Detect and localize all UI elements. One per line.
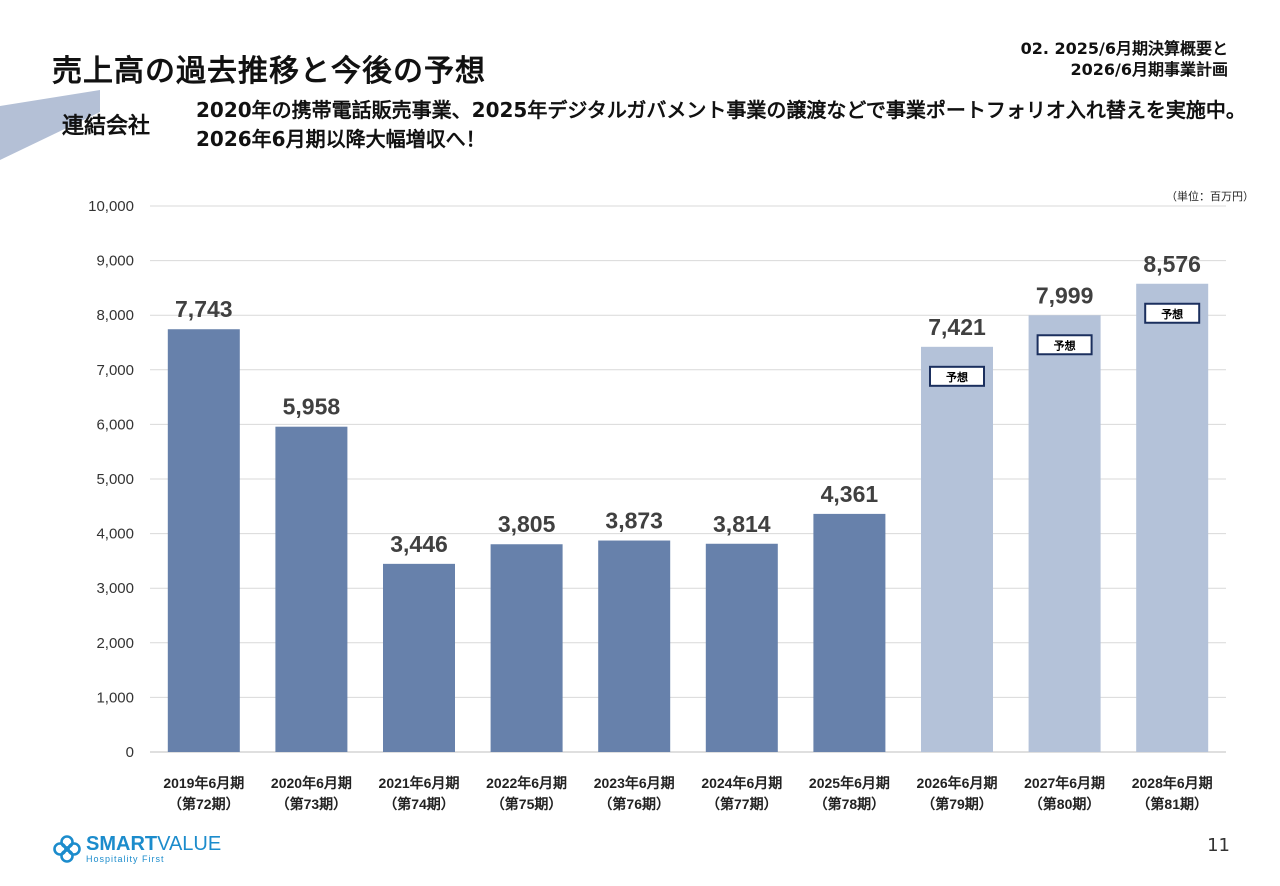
logo-name-bold: SMART bbox=[86, 833, 158, 855]
headline-text: 2020年の携帯電話販売事業、2025年デジタルガバメント事業の譲渡などで事業ポ… bbox=[196, 98, 1246, 151]
section-tag-line2: 2026/6月期事業計画 bbox=[1070, 60, 1228, 79]
y-tick-label: 3,000 bbox=[96, 580, 134, 597]
x-tick-sublabel: （第73期） bbox=[276, 796, 348, 812]
x-tick-sublabel: （第78期） bbox=[814, 796, 886, 812]
forecast-badge-label: 予想 bbox=[1054, 338, 1076, 352]
x-tick-sublabel: （第80期） bbox=[1029, 796, 1101, 812]
y-tick-label: 4,000 bbox=[96, 526, 134, 543]
data-label: 3,873 bbox=[605, 508, 663, 534]
x-tick-sublabel: （第74期） bbox=[383, 796, 455, 812]
y-tick-label: 2,000 bbox=[96, 635, 134, 652]
data-label: 3,814 bbox=[713, 511, 771, 537]
bar bbox=[1028, 315, 1101, 752]
x-tick-sublabel: （第76期） bbox=[598, 796, 670, 812]
data-label: 5,958 bbox=[283, 394, 341, 420]
data-label: 4,361 bbox=[821, 481, 879, 507]
y-tick-label: 10,000 bbox=[88, 198, 134, 215]
data-label: 3,805 bbox=[498, 511, 556, 537]
x-tick-label: 2021年6月期 bbox=[379, 775, 460, 791]
entity-label: 連結会社 bbox=[62, 114, 151, 139]
data-label: 7,999 bbox=[1036, 282, 1094, 308]
x-tick-sublabel: （第75期） bbox=[491, 796, 563, 812]
bar bbox=[275, 426, 348, 752]
y-tick-label: 9,000 bbox=[96, 253, 134, 270]
bar bbox=[813, 513, 886, 752]
data-label: 8,576 bbox=[1143, 251, 1201, 277]
forecast-badge-label: 予想 bbox=[1161, 307, 1183, 321]
y-tick-label: 1,000 bbox=[96, 689, 134, 706]
x-tick-label: 2028年6月期 bbox=[1132, 775, 1213, 791]
forecast-badge bbox=[1036, 334, 1093, 356]
data-label: 3,446 bbox=[390, 531, 448, 557]
logo-name-rest: VALUE bbox=[157, 833, 222, 855]
y-tick-label: 6,000 bbox=[96, 416, 134, 433]
x-tick-label: 2020年6月期 bbox=[271, 775, 352, 791]
bar bbox=[167, 329, 240, 752]
bar bbox=[383, 563, 455, 752]
x-tick-label: 2024年6月期 bbox=[701, 775, 782, 791]
x-tick-sublabel: （第81期） bbox=[1136, 796, 1208, 812]
forecast-badge-label: 予想 bbox=[946, 370, 968, 384]
section-tag: 02. 2025/6月期決算概要と 2026/6月期事業計画 bbox=[1021, 38, 1228, 80]
y-tick-label: 7,000 bbox=[96, 362, 134, 379]
forecast-badge bbox=[1144, 302, 1201, 324]
bar bbox=[598, 540, 671, 752]
unit-label: （単位：百万円） bbox=[1166, 190, 1254, 203]
x-tick-sublabel: （第72期） bbox=[168, 796, 240, 812]
revenue-bar-chart: 0 1,000 2,000 3,000 4,000 5,000 6,000 7,000 8,00… bbox=[88, 198, 1226, 812]
page-title: 売上高の過去推移と今後の予想 bbox=[52, 54, 486, 89]
y-tick-label: 5,000 bbox=[96, 471, 134, 488]
bar bbox=[490, 544, 563, 752]
x-tick-label: 2025年6月期 bbox=[809, 775, 890, 791]
section-tag-line1: 02. 2025/6月期決算概要と bbox=[1020, 39, 1228, 58]
data-label: 7,743 bbox=[175, 296, 233, 322]
decorative-stripe bbox=[0, 90, 100, 160]
logo-name: SMARTVALUE bbox=[86, 834, 221, 854]
bar bbox=[921, 346, 993, 752]
x-tick-sublabel: （第77期） bbox=[706, 796, 778, 812]
x-tick-sublabel: （第79期） bbox=[921, 796, 993, 812]
page-number: 11 bbox=[1207, 835, 1230, 856]
x-tick-label: 2027年6月期 bbox=[1024, 775, 1105, 791]
data-label: 7,421 bbox=[928, 314, 986, 340]
y-tick-label: 8,000 bbox=[96, 307, 134, 324]
x-tick-label: 2019年6月期 bbox=[163, 775, 244, 791]
logo-tagline: Hospitality First bbox=[86, 854, 165, 864]
bar bbox=[1136, 283, 1209, 752]
x-tick-label: 2022年6月期 bbox=[486, 775, 567, 791]
forecast-badge bbox=[929, 365, 985, 387]
x-tick-label: 2026年6月期 bbox=[917, 775, 998, 791]
y-tick-label: 0 bbox=[126, 744, 134, 761]
logo-mark-icon bbox=[53, 835, 81, 863]
bar bbox=[705, 543, 778, 752]
x-tick-label: 2023年6月期 bbox=[594, 775, 675, 791]
company-logo: SMARTVALUE Hospitality First bbox=[52, 834, 221, 864]
